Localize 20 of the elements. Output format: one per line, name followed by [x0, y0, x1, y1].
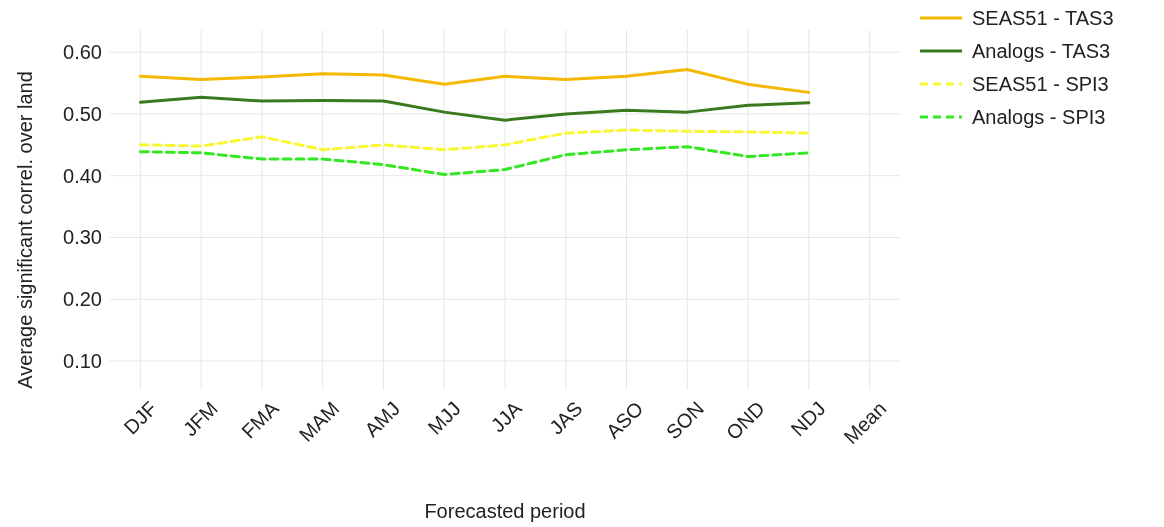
line-series [138, 68, 811, 94]
x-tick-label: MJJ [423, 397, 465, 439]
x-tick-label: JAS [545, 397, 587, 439]
y-tick-label: 0.60 [63, 41, 102, 64]
y-tick-label: 0.40 [63, 164, 102, 187]
x-tick-label: JJA [486, 396, 527, 437]
line-series [138, 145, 811, 176]
legend-label: SEAS51 - TAS3 [972, 7, 1114, 29]
y-axis-title: Average significant correl. over land [14, 71, 36, 389]
legend-label: SEAS51 - SPI3 [972, 73, 1109, 95]
line-series [138, 128, 811, 152]
legend-label: Analogs - SPI3 [972, 106, 1106, 128]
y-tick-label: 0.20 [63, 288, 102, 311]
y-tick-label: 0.10 [63, 349, 102, 372]
x-axis-title: Forecasted period [424, 500, 586, 522]
x-tick-label: DJF [119, 397, 162, 439]
y-tick-label: 0.50 [63, 102, 102, 125]
legend-label: Analogs - TAS3 [972, 40, 1111, 62]
y-tick-label: 0.30 [63, 226, 102, 249]
line-series [138, 95, 811, 122]
